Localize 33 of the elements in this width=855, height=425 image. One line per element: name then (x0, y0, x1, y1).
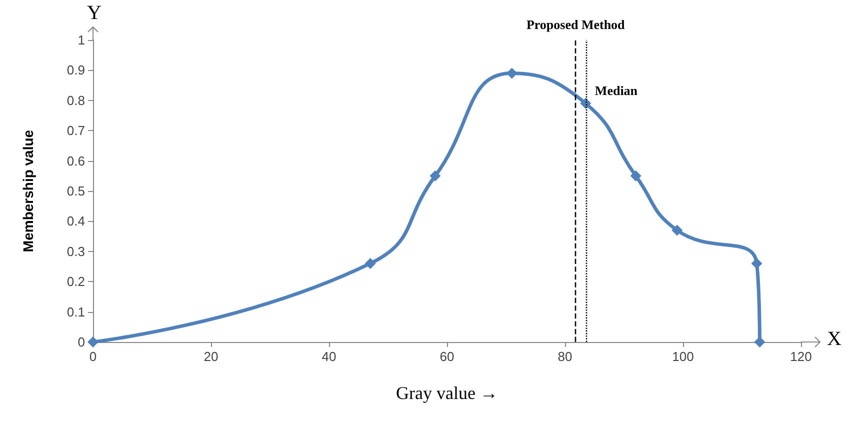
x-tick-label: 80 (558, 349, 572, 364)
x-tick-label: 0 (89, 349, 97, 364)
x-tick-label: 60 (440, 349, 454, 364)
text: Y (87, 2, 102, 24)
y-tick-label: 1 (78, 32, 85, 48)
text: X (827, 328, 842, 350)
y-tick-label: 0.7 (66, 123, 85, 138)
y-tick-label: 0.1 (66, 304, 85, 320)
point (751, 258, 762, 269)
y-tick-label: 0.6 (66, 153, 85, 168)
x-tick-label: 40 (322, 349, 336, 364)
x-tick-label: 120 (790, 349, 812, 364)
x-tick-label: 20 (204, 349, 218, 364)
y-tick-label: 0.8 (66, 92, 85, 108)
point (580, 98, 592, 109)
point (88, 336, 98, 348)
x-tick-label: 100 (672, 349, 694, 364)
y-tick-label: 0 (78, 334, 85, 350)
point (506, 68, 518, 79)
y-tick-label: 0.9 (66, 62, 85, 78)
y-tick-label: 0.2 (66, 274, 85, 290)
ref-line-label: Proposed Method (526, 17, 626, 32)
point (364, 258, 376, 269)
point (754, 336, 766, 348)
point (672, 224, 683, 236)
y-axis-title: Membership value (20, 130, 36, 252)
x-axis-title: Gray value → (396, 383, 498, 403)
ref-line-label: Median (594, 83, 638, 98)
y-tick-label: 0.4 (66, 214, 85, 229)
point (630, 170, 642, 182)
y-tick-label: 0.3 (66, 244, 85, 259)
point (430, 170, 441, 182)
y-tick-label: 0.5 (66, 184, 85, 198)
